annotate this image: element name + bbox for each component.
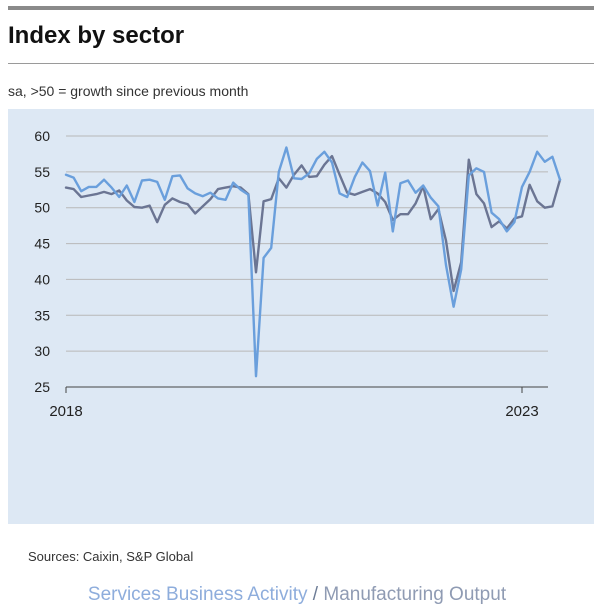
title-divider: [8, 63, 594, 64]
y-tick-label: 40: [34, 271, 50, 287]
legend-services: Services Business Activity: [87, 584, 308, 605]
y-tick-label: 50: [34, 200, 50, 216]
x-tick-label: 2023: [505, 403, 538, 420]
chart-panel: 25 30 35 40 45 50 55 60 2018 2023 Sources: Caixin…: [8, 109, 594, 605]
sources-note: Sources: Caixin, S&P Global: [28, 549, 194, 564]
y-tick-label: 35: [34, 307, 50, 323]
series-line-services: [64, 146, 562, 378]
chart-subtitle: sa, >50 = growth since previous month: [8, 83, 249, 99]
y-tick-label: 60: [34, 128, 50, 144]
y-tick-label: 55: [34, 164, 50, 180]
y-tick-label: 30: [34, 343, 50, 359]
legend-separator: /: [307, 584, 324, 605]
line-chart: 25 30 35 40 45 50 55 60 2018 2023: [34, 128, 562, 420]
y-tick-label: 45: [34, 236, 50, 252]
chart-title: Index by sector: [8, 22, 185, 49]
legend: Services Business Activity / Manufacturi…: [8, 584, 586, 606]
series-line-manufacturing: [64, 154, 562, 293]
x-tick-label: 2018: [49, 403, 82, 420]
legend-manufacturing: Manufacturing Output: [323, 584, 507, 605]
y-tick-label: 25: [34, 379, 50, 395]
top-rule: [8, 6, 594, 10]
